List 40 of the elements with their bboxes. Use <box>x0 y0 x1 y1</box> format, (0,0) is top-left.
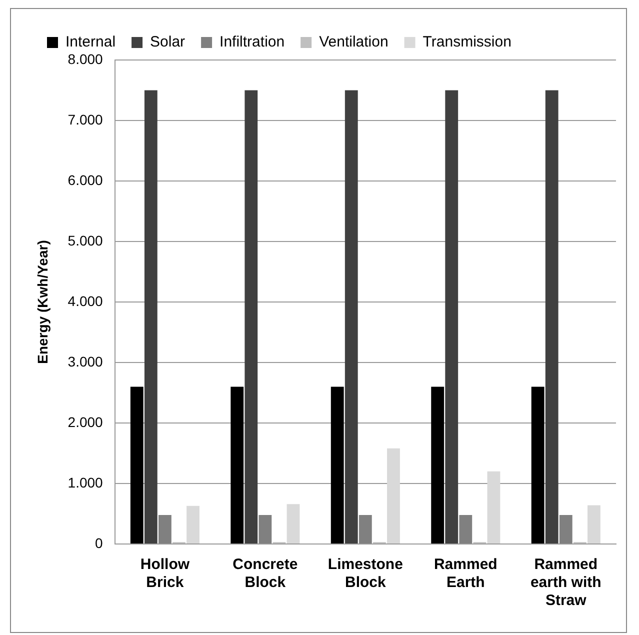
y-tick-label: 4.000 <box>68 292 104 309</box>
bar <box>431 386 444 544</box>
bar <box>587 505 600 544</box>
y-tick-label: 6.000 <box>68 172 104 188</box>
y-tick-label: 2.000 <box>68 414 104 430</box>
bar <box>358 514 372 544</box>
y-tick-label: 1.000 <box>68 474 104 490</box>
x-tick-label: Rammed earth with Straw <box>530 556 602 610</box>
legend-label: Transmission <box>422 34 512 51</box>
y-tick-label: 0 <box>95 534 104 551</box>
x-tick-label: Concrete Block <box>232 556 298 592</box>
bar <box>186 506 200 544</box>
y-tick-label: 7.000 <box>68 111 104 128</box>
bar <box>387 448 400 544</box>
bar <box>244 90 258 544</box>
bar <box>531 386 544 544</box>
y-axis-title: Energy (Kwh/Year) <box>34 240 50 364</box>
legend-label: Infiltration <box>220 34 285 51</box>
x-tick-label: Rammed Earth <box>434 556 498 592</box>
bar <box>487 471 500 544</box>
bar <box>445 90 458 544</box>
y-tick-label: 5.000 <box>68 232 104 248</box>
x-tick-label: Hollow Brick <box>140 556 190 592</box>
legend-label: Solar <box>150 34 186 51</box>
y-tick-label: 8.000 <box>68 50 104 67</box>
bar <box>144 90 158 544</box>
bar <box>545 90 558 544</box>
bar <box>258 514 272 544</box>
bar <box>344 90 358 544</box>
bar <box>459 514 472 544</box>
bar <box>559 514 572 544</box>
y-tick-label: 3.000 <box>68 353 104 370</box>
legend-label: Ventilation <box>319 34 388 51</box>
bar <box>330 386 344 544</box>
x-tick-label: Limestone Block <box>328 556 403 592</box>
legend-label: Internal <box>66 34 116 51</box>
bar <box>230 386 244 544</box>
bar <box>130 386 144 544</box>
bar <box>158 514 172 544</box>
bar <box>286 504 300 544</box>
